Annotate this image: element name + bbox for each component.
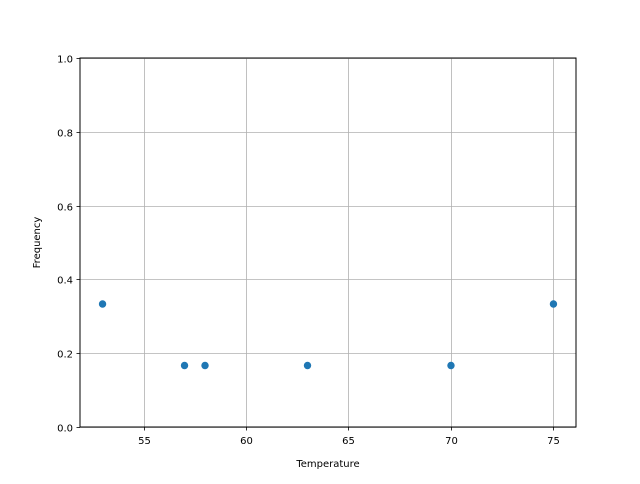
y-axis-label: Frequency — [32, 217, 43, 269]
y-tick-label: 0.2 — [57, 350, 73, 361]
x-tick-label: 55 — [138, 436, 151, 447]
data-point — [180, 361, 189, 370]
y-tick-label: 0.6 — [57, 203, 73, 214]
grid — [80, 58, 576, 428]
x-tick-label: 60 — [240, 436, 253, 447]
data-points — [98, 300, 558, 370]
y-tick-label: 0.0 — [57, 424, 73, 435]
x-axis-label: Temperature — [295, 459, 359, 470]
y-tick-label: 0.8 — [57, 129, 73, 140]
data-point — [201, 361, 209, 370]
x-tick-label: 65 — [342, 436, 355, 447]
y-tick-label: 1.0 — [57, 55, 73, 66]
axes-frame — [79, 57, 577, 428]
data-point — [303, 361, 312, 370]
data-point — [447, 361, 455, 370]
x-tick-label: 70 — [445, 436, 458, 447]
x-tick-label: 75 — [547, 436, 560, 447]
ticks: 55 60 65 70 75 0.0 0.2 0.4 0.6 0.8 1.0 — [57, 55, 560, 448]
data-point — [98, 300, 107, 308]
y-tick-label: 0.4 — [57, 276, 73, 287]
data-point — [549, 300, 558, 308]
